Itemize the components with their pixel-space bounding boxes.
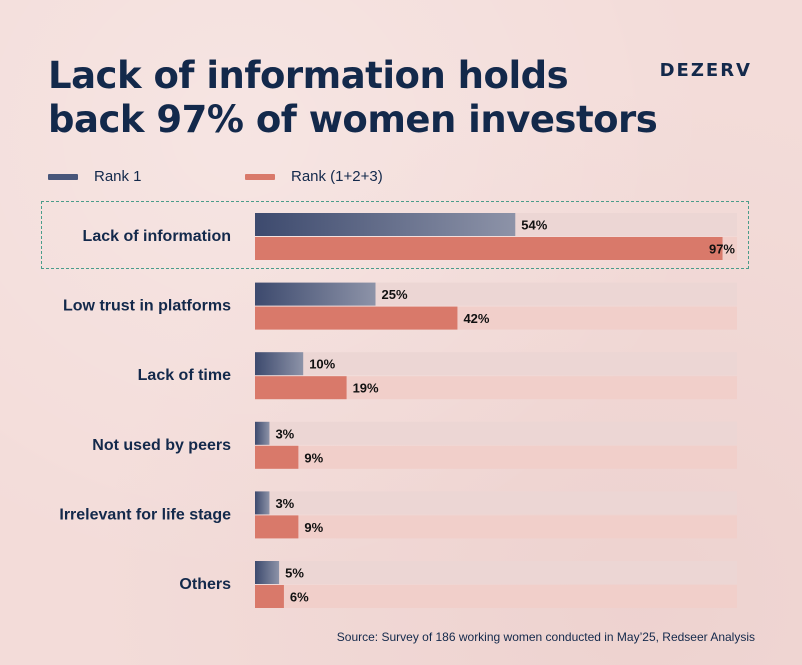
data-label-rank123: 6%: [290, 590, 309, 605]
chart-title: Lack of information holds back 97% of wo…: [48, 54, 658, 142]
data-label-rank123: 9%: [304, 450, 323, 465]
highlight-box: [41, 201, 749, 269]
data-label-rank1: 25%: [382, 287, 408, 302]
bar-rank123-lack-of-time: [255, 376, 347, 400]
track-rank1: [255, 421, 737, 445]
category-label-not-used-by-peers: Not used by peers: [92, 437, 231, 454]
data-label-rank123: 97%: [709, 242, 735, 257]
legend-swatch-rank123: [245, 173, 275, 180]
data-label-rank1: 3%: [275, 426, 294, 441]
legend-label-rank1: Rank 1: [94, 168, 142, 185]
category-label-low-trust-in-platforms: Low trust in platforms: [63, 298, 231, 315]
bar-rank1-others: [255, 561, 280, 584]
source-note: Source: Survey of 186 working women cond…: [336, 630, 755, 644]
category-label-lack-of-information: Lack of information: [83, 228, 231, 245]
data-label-rank1: 3%: [275, 496, 294, 511]
data-label-rank123: 42%: [463, 311, 489, 326]
track-rank123: [255, 445, 737, 469]
track-rank1: [255, 491, 737, 515]
track-rank123: [255, 515, 737, 539]
category-label-lack-of-time: Lack of time: [138, 367, 231, 384]
data-label-rank1: 54%: [521, 218, 547, 233]
data-label-rank1: 10%: [309, 357, 335, 372]
bar-rank1-irrelevant-for-life-stage: [255, 491, 270, 515]
track-rank123: [255, 376, 737, 400]
category-label-irrelevant-for-life-stage: Irrelevant for life stage: [59, 506, 231, 523]
bar-rank1-not-used-by-peers: [255, 421, 270, 445]
category-label-others: Others: [179, 576, 231, 593]
data-label-rank1: 5%: [285, 566, 304, 581]
legend-label-rank123: Rank (1+2+3): [291, 168, 383, 185]
bar-rank1-lack-of-time: [255, 352, 304, 376]
bar-rank123-not-used-by-peers: [255, 445, 299, 469]
title-line-1: Lack of information holds: [48, 54, 569, 97]
track-rank1: [255, 352, 737, 376]
brand-logo: DEZERV: [659, 60, 752, 81]
track-rank1: [255, 561, 737, 584]
data-label-rank123: 19%: [353, 381, 379, 396]
data-label-rank123: 9%: [304, 520, 323, 535]
bar-rank123-irrelevant-for-life-stage: [255, 515, 299, 539]
bar-rank1-lack-of-information: [255, 213, 516, 236]
bar-rank123-others: [255, 585, 284, 608]
legend-item-rank1: Rank 1: [48, 168, 142, 185]
legend-item-rank123: Rank (1+2+3): [245, 168, 383, 185]
legend-swatch-rank1: [48, 173, 78, 180]
track-rank123: [255, 585, 737, 608]
bar-rank123-low-trust-in-platforms: [255, 306, 458, 330]
title-line-2: back 97% of women investors: [48, 98, 658, 141]
bar-rank123-lack-of-information: [255, 237, 723, 260]
bar-rank1-low-trust-in-platforms: [255, 282, 376, 306]
